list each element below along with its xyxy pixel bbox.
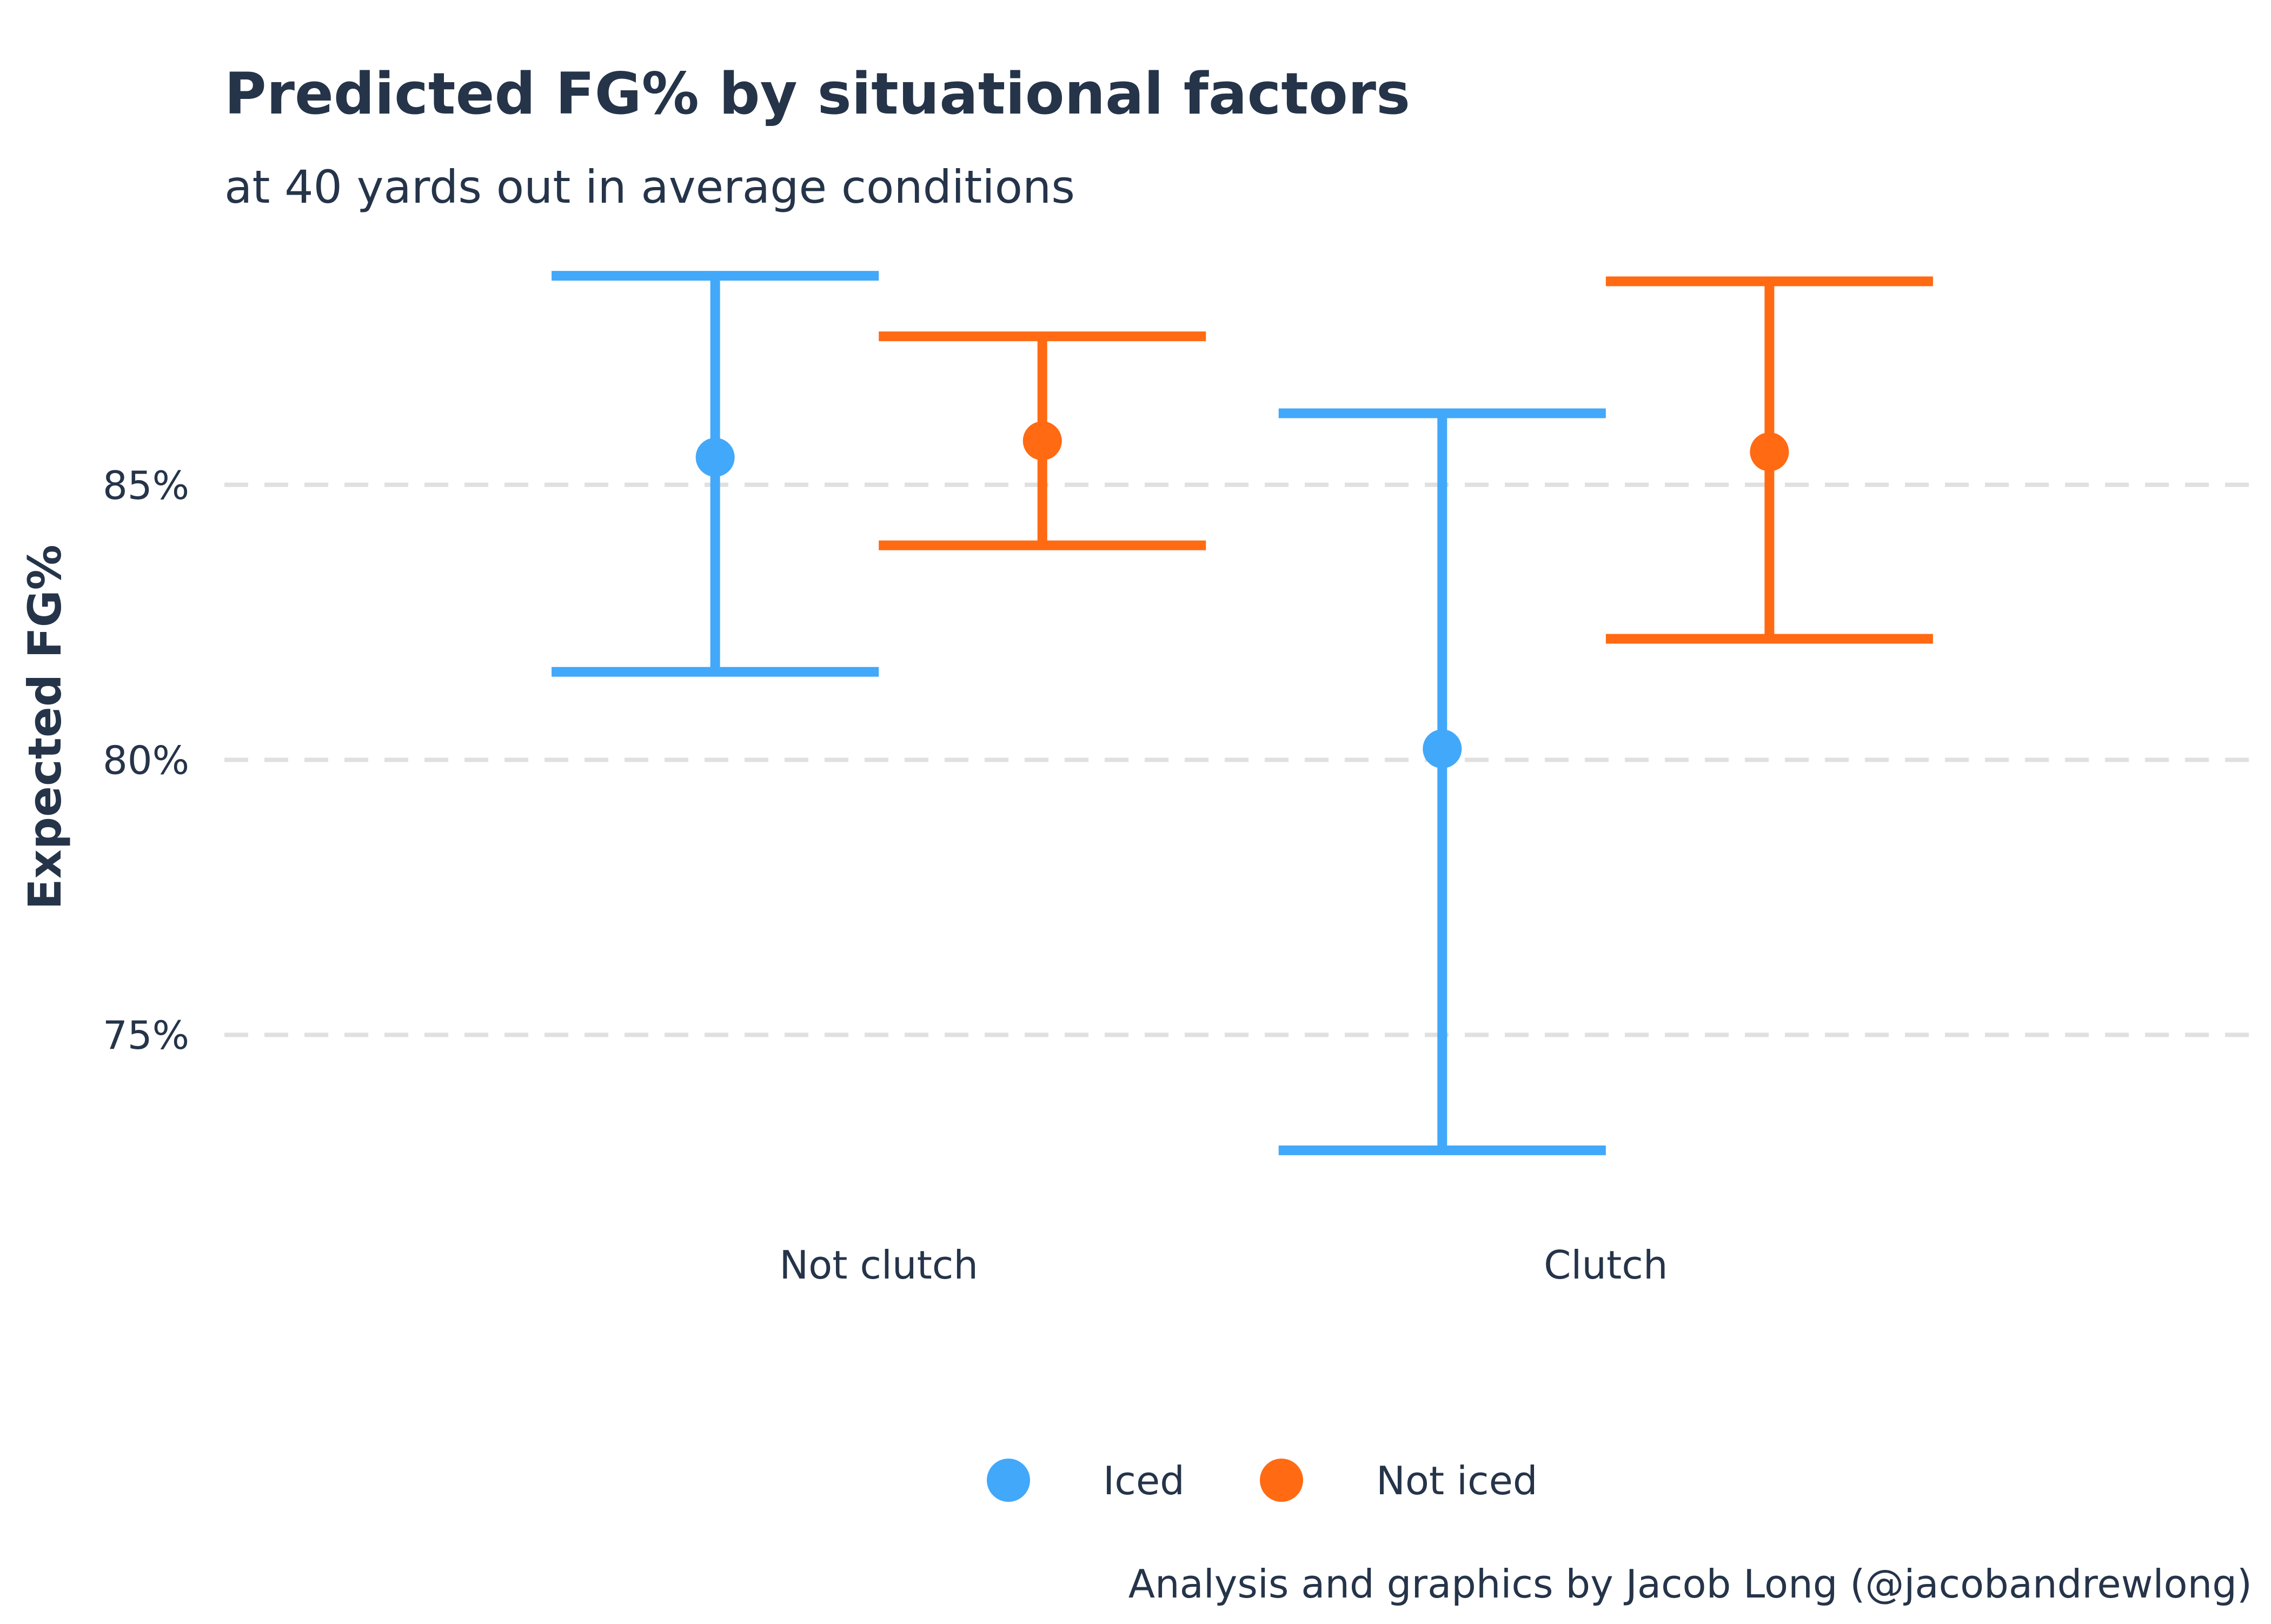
grid-lines bbox=[224, 482, 2260, 1037]
chart-subtitle: at 40 yards out in average conditions bbox=[224, 161, 1075, 214]
legend-item-iced: Iced bbox=[987, 1458, 1185, 1503]
x-tick-labels: Not clutch Clutch bbox=[779, 1242, 1668, 1288]
legend-label: Iced bbox=[1103, 1458, 1185, 1503]
y-axis-title: Expected FG% bbox=[18, 544, 71, 909]
series-not-iced bbox=[879, 276, 1933, 644]
series-layer bbox=[552, 271, 1933, 1155]
x-tick-label: Clutch bbox=[1544, 1242, 1668, 1288]
chart-title: Predicted FG% by situational factors bbox=[224, 61, 1410, 127]
series-iced bbox=[552, 271, 1606, 1155]
legend-key bbox=[1260, 1459, 1303, 1502]
y-tick-label: 80% bbox=[103, 738, 189, 783]
y-tick-labels: 75% 80% 85% bbox=[103, 463, 189, 1058]
legend-label: Not iced bbox=[1376, 1458, 1538, 1503]
point-estimate bbox=[695, 437, 735, 477]
legend-item-not-iced: Not iced bbox=[1260, 1458, 1538, 1503]
point-estimate bbox=[1750, 432, 1789, 471]
y-tick-label: 75% bbox=[103, 1013, 189, 1058]
chart-caption: Analysis and graphics by Jacob Long (@ja… bbox=[1128, 1561, 2252, 1607]
y-tick-label: 85% bbox=[103, 463, 189, 508]
point-estimate bbox=[1022, 421, 1062, 461]
point-estimate bbox=[1423, 729, 1462, 769]
legend-key bbox=[987, 1459, 1030, 1502]
x-tick-label: Not clutch bbox=[779, 1242, 978, 1288]
legend: Iced Not iced bbox=[987, 1458, 1538, 1503]
